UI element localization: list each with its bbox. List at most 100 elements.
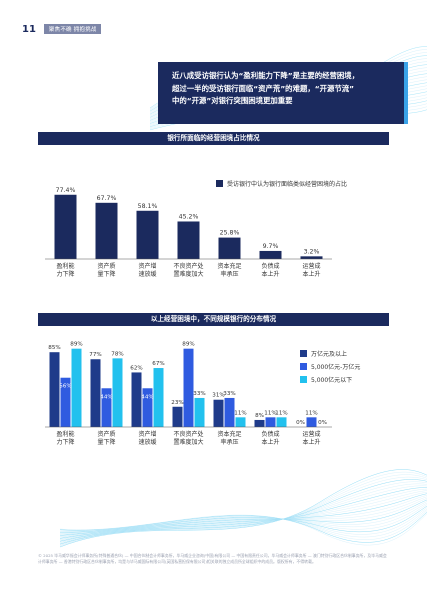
wave-line	[60, 499, 427, 536]
x-tick-label: 资产增	[138, 430, 156, 438]
bar-s2-4	[235, 417, 246, 427]
bar-value-label: 44%	[141, 394, 153, 400]
bar-s2-3	[194, 397, 205, 427]
decorative-wave-bottom	[60, 469, 427, 548]
bar-6	[300, 256, 323, 259]
wave-line	[60, 513, 427, 546]
x-tick-label: 量下降	[97, 270, 115, 278]
bar-1	[95, 202, 118, 259]
wave-line	[60, 498, 427, 537]
x-tick-label: 负债成	[261, 262, 279, 270]
bar-value-label: 8%	[255, 413, 264, 419]
bar-s0-1	[90, 359, 101, 427]
legend-swatch	[300, 376, 307, 383]
bar-value-label: 58.1%	[138, 203, 158, 210]
chart2-title: 以上经营困境中，不同规模银行的分布情况	[38, 313, 389, 326]
wave-line	[60, 508, 427, 538]
wave-line	[60, 507, 427, 535]
page-header: 11 聚焦不确 拥抱挑战	[22, 22, 102, 36]
bar-value-label: 44%	[100, 394, 112, 400]
bar-s1-0	[60, 377, 71, 427]
x-tick-label: 速放缓	[138, 438, 156, 446]
legend-label: 5,000亿元-万亿元	[311, 363, 360, 371]
bar-value-label: 85%	[48, 345, 60, 351]
bar-value-label: 23%	[171, 400, 183, 406]
x-tick-label: 本上升	[302, 270, 320, 278]
bar-s0-0	[49, 352, 60, 427]
wave-line	[60, 474, 427, 546]
wave-line	[60, 479, 427, 545]
bar-value-label: 45.2%	[179, 213, 199, 220]
legend-swatch	[216, 180, 223, 187]
bar-s1-1	[101, 388, 112, 427]
bar-s0-3	[172, 406, 183, 427]
bar-value-label: 31%	[212, 393, 224, 399]
wave-line	[60, 490, 427, 540]
key-finding-line: 超过一半的受访银行面临“资产荒”的难题，“开源节流”	[172, 83, 355, 93]
wave-line	[60, 505, 427, 533]
x-tick-label: 运营成	[302, 262, 320, 270]
wave-line	[60, 512, 427, 543]
bar-value-label: 11%	[305, 410, 317, 416]
bar-s1-6	[306, 417, 317, 427]
page-number: 11	[22, 23, 36, 35]
wave-line	[60, 485, 427, 543]
bar-s1-4	[224, 397, 235, 427]
chart1-title: 银行所面临的经营困境占比情况	[38, 132, 389, 145]
x-tick-label: 运营成	[302, 430, 320, 438]
bar-value-label: 0%	[318, 420, 327, 426]
wave-line	[60, 495, 427, 538]
bar-0	[54, 194, 77, 259]
key-finding-line: 中的“开源”对银行突围困境更加重要	[172, 96, 293, 105]
bar-value-label: 3.2%	[304, 248, 320, 255]
wave-line	[60, 504, 427, 534]
key-finding-box: 近八成受访银行认为“盈利能力下降”是主要的经营困境， 超过一半的受访银行面临“资…	[158, 62, 408, 124]
x-tick-label: 不良资产处	[173, 430, 203, 438]
wave-line	[60, 492, 427, 540]
copyright-note: © 2025 毕马威华振会计师事务所(特殊普通合伙) — 中国合伙制会计师事务所…	[38, 553, 387, 564]
x-tick-label: 率承压	[220, 438, 238, 446]
x-tick-label: 率承压	[220, 270, 238, 278]
bar-value-label: 89%	[182, 342, 194, 348]
bar-s0-4	[213, 399, 224, 427]
bar-s1-3	[183, 348, 194, 427]
bar-s0-2	[131, 372, 142, 427]
wave-line	[60, 493, 427, 539]
x-tick-label: 速放缓	[138, 270, 156, 278]
bar-5	[259, 250, 282, 259]
x-tick-label: 盈利能	[56, 430, 74, 438]
x-tick-label: 资本充足	[217, 262, 241, 270]
x-tick-label: 力下降	[56, 438, 74, 446]
wave-line	[60, 487, 427, 542]
bar-value-label: 9.7%	[263, 243, 279, 250]
wave-line	[60, 483, 427, 543]
legend-label: 受访银行中认为银行面临类似经营困境的占比	[227, 180, 347, 188]
bar-value-label: 11%	[275, 410, 287, 416]
key-finding-text: 近八成受访银行认为“盈利能力下降”是主要的经营困境， 超过一半的受访银行面临“资…	[172, 70, 396, 108]
x-tick-label: 置难度加大	[173, 270, 203, 278]
x-tick-label: 置难度加大	[173, 438, 203, 446]
bar-value-label: 67%	[152, 361, 164, 367]
x-tick-label: 本上升	[261, 270, 279, 278]
x-tick-label: 量下降	[97, 438, 115, 446]
running-title: 聚焦不确 拥抱挑战	[43, 24, 102, 34]
x-tick-label: 资本充足	[217, 430, 241, 438]
bar-value-label: 67.7%	[97, 195, 117, 202]
x-tick-label: 本上升	[261, 438, 279, 446]
bar-value-label: 77.4%	[56, 187, 76, 194]
legend-label: 万亿元及以上	[311, 350, 347, 358]
bar-value-label: 62%	[130, 365, 142, 371]
bar-s2-2	[153, 368, 164, 427]
bar-4	[218, 237, 241, 259]
bar-3	[177, 221, 200, 259]
wave-line	[60, 471, 427, 547]
wave-line	[60, 502, 427, 535]
x-tick-label: 资产质	[97, 430, 115, 438]
bar-value-label: 78%	[111, 351, 123, 357]
wave-line	[60, 488, 427, 541]
wave-line	[60, 510, 427, 540]
x-tick-label: 盈利能	[56, 262, 74, 270]
x-tick-label: 资产质	[97, 262, 115, 270]
